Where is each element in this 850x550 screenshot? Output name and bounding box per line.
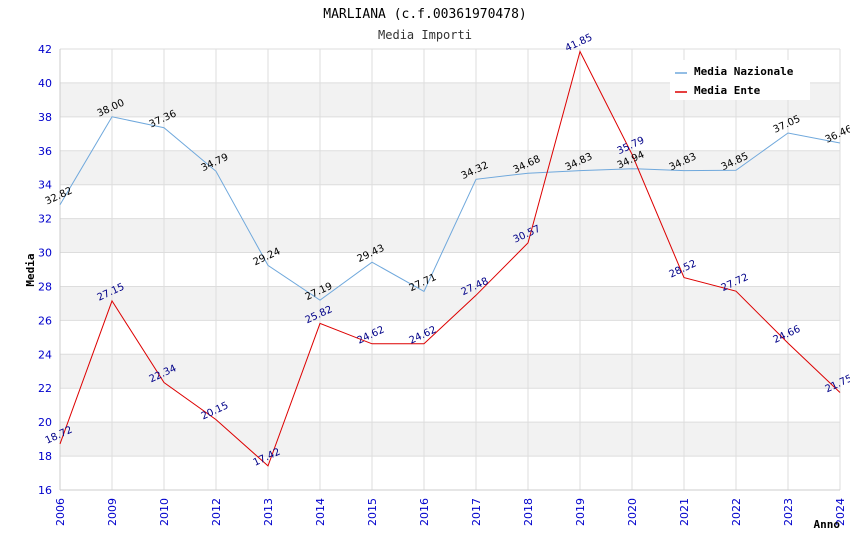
x-tick-label: 2013 [262, 498, 275, 526]
x-tick-label: 2021 [678, 498, 691, 526]
legend-box [670, 60, 810, 100]
y-axis-label: Media [24, 253, 37, 286]
chart-title: MARLIANA (c.f.00361970478) [323, 7, 527, 22]
x-tick-label: 2010 [158, 498, 171, 526]
y-tick-label: 24 [38, 348, 52, 361]
x-tick-label: 2023 [782, 498, 795, 526]
x-axis-label: Anno [814, 518, 841, 531]
y-tick-label: 32 [38, 213, 52, 226]
grid-band [60, 354, 840, 389]
x-tick-label: 2009 [106, 498, 119, 526]
series-lines [59, 50, 841, 467]
x-tick-label: 2022 [730, 498, 743, 526]
y-tick-label: 22 [38, 382, 52, 395]
series-line-ente [59, 50, 841, 467]
y-tick-label: 38 [38, 111, 52, 124]
x-tick-label: 2014 [314, 498, 327, 526]
y-tick-label: 34 [38, 179, 52, 192]
grid-band [60, 184, 840, 219]
x-tick-label: 2006 [54, 498, 67, 526]
chart-subtitle: Media Importi [378, 28, 472, 42]
y-tick-label: 28 [38, 280, 52, 293]
y-tick-label: 20 [38, 416, 52, 429]
x-tick-label: 2018 [522, 498, 535, 526]
grid-band [60, 422, 840, 457]
grid-band [60, 150, 840, 185]
grid-band [60, 286, 840, 321]
grid-band [60, 116, 840, 151]
y-axis-ticks: 16 18 20 22 24 26 28 30 32 34 36 38 40 42 [38, 43, 52, 497]
y-tick-label: 42 [38, 43, 52, 56]
series-line-nazionale [59, 116, 841, 301]
x-tick-label: 2012 [210, 498, 223, 526]
legend-label-ente: Media Ente [694, 84, 761, 97]
x-tick-label: 2015 [366, 498, 379, 526]
y-tick-label: 40 [38, 77, 52, 90]
y-tick-label: 36 [38, 145, 52, 158]
y-tick-label: 18 [38, 450, 52, 463]
y-tick-label: 30 [38, 247, 52, 260]
grid-bands [60, 49, 840, 490]
y-tick-label: 26 [38, 314, 52, 327]
x-tick-label: 2019 [574, 498, 587, 526]
axes [59, 49, 840, 491]
x-tick-label: 2017 [470, 498, 483, 526]
x-tick-label: 2020 [626, 498, 639, 526]
x-axis-ticks: 2006 2009 2010 2012 2013 2014 2015 2016 2017 2018… [54, 498, 847, 526]
grid-band [60, 252, 840, 287]
grid-band [60, 320, 840, 355]
grid-band [60, 456, 840, 490]
grid-band [60, 388, 840, 423]
x-tick-label: 2024 [834, 498, 847, 526]
legend: Media Nazionale Media Ente [670, 60, 810, 100]
y-tick-label: 16 [38, 484, 52, 497]
legend-label-nazionale: Media Nazionale [694, 65, 794, 78]
x-tick-label: 2016 [418, 498, 431, 526]
